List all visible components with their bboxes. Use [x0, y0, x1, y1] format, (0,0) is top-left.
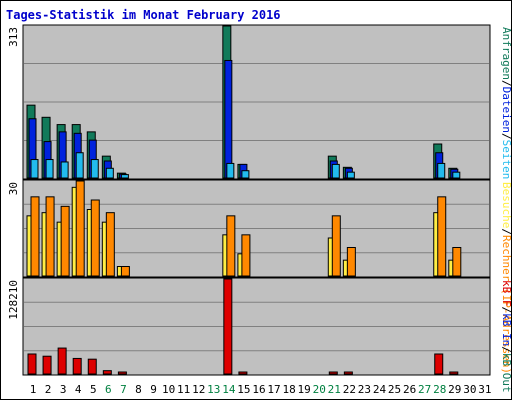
- rechner-bar-day-5: [90, 199, 100, 277]
- rechner-bar-day-28: [437, 196, 447, 277]
- top-legend-entry-0: Anfragen: [500, 27, 512, 80]
- seiten-bar-day-6: [105, 167, 114, 179]
- seiten-bar-day-5: [90, 159, 99, 179]
- rechner-bar-day-2: [45, 196, 55, 277]
- day-label-22: 22: [343, 383, 356, 396]
- seiten-bar-day-1: [30, 159, 39, 179]
- rechner-bar-day-21: [331, 215, 341, 277]
- rechner-bar-day-29: [452, 247, 462, 277]
- kb_f-bar-day-6: [102, 370, 112, 375]
- day-label-8: 8: [135, 383, 142, 396]
- middle-ymax-label: 30: [7, 182, 20, 195]
- day-label-7: 7: [120, 383, 127, 396]
- seiten-bar-day-28: [437, 162, 446, 179]
- middle-legend-entry-0: Besuche: [500, 182, 512, 228]
- day-label-14: 14: [222, 383, 236, 396]
- seiten-bar-day-2: [45, 159, 54, 179]
- day-label-21: 21: [328, 383, 341, 396]
- bottom-legend-entry-3: /: [500, 346, 512, 353]
- day-label-29: 29: [448, 383, 461, 396]
- day-label-18: 18: [282, 383, 295, 396]
- top-legend-entry-3: /: [500, 133, 512, 140]
- day-label-19: 19: [298, 383, 311, 396]
- day-label-27: 27: [418, 383, 431, 396]
- day-label-12: 12: [192, 383, 205, 396]
- middle-side-legend: Besuche/Rechner (IP-Adressen): [500, 182, 512, 374]
- kb_f-bar-day-22: [343, 371, 353, 375]
- dateien-bar-day-14: [224, 59, 233, 179]
- kb_f-bar-day-29: [449, 371, 459, 375]
- rechner-bar-day-3: [60, 205, 70, 277]
- day-label-30: 30: [463, 383, 476, 396]
- bottom-side-legend: kB F/kB In/kB Out: [500, 280, 512, 393]
- bottom-legend-entry-4: kB Out: [500, 353, 512, 393]
- day-label-15: 15: [237, 383, 250, 396]
- day-label-13: 13: [207, 383, 220, 396]
- day-label-17: 17: [267, 383, 280, 396]
- rechner-bar-day-7: [120, 266, 130, 277]
- bottom-ymax-label: 128210: [7, 280, 20, 320]
- day-label-3: 3: [60, 383, 67, 396]
- seiten-bar-day-29: [452, 171, 461, 179]
- kb_f-bar-day-3: [57, 347, 67, 375]
- day-label-11: 11: [177, 383, 190, 396]
- day-label-16: 16: [252, 383, 265, 396]
- kb_f-bar-day-1: [27, 353, 37, 375]
- seiten-bar-day-4: [75, 152, 84, 179]
- day-label-25: 25: [388, 383, 401, 396]
- bottom-legend-entry-2: kB In: [500, 313, 512, 346]
- top-ymax-label: 313: [7, 27, 20, 47]
- seiten-bar-day-7: [120, 174, 129, 179]
- day-label-5: 5: [90, 383, 97, 396]
- seiten-bar-day-15: [241, 170, 250, 179]
- kb_f-bar-day-15: [238, 371, 248, 375]
- day-label-4: 4: [75, 383, 82, 396]
- top-legend-entry-2: Dateien: [500, 87, 512, 133]
- day-label-26: 26: [403, 383, 416, 396]
- day-label-23: 23: [358, 383, 371, 396]
- kb_f-bar-day-5: [87, 358, 97, 375]
- top-side-legend: Anfragen/Dateien/Seiten: [500, 27, 512, 179]
- kb_f-bar-day-2: [42, 355, 52, 375]
- day-label-9: 9: [150, 383, 157, 396]
- day-label-2: 2: [45, 383, 52, 396]
- rechner-bar-day-14: [226, 215, 236, 277]
- top-legend-entry-4: Seiten: [500, 140, 512, 180]
- day-label-31: 31: [478, 383, 491, 396]
- kb_f-bar-day-28: [434, 353, 444, 375]
- rechner-bar-day-15: [241, 234, 251, 277]
- seiten-bar-day-3: [60, 161, 69, 179]
- day-label-24: 24: [373, 383, 387, 396]
- bottom-legend-entry-0: kB F: [500, 280, 512, 307]
- day-label-1: 1: [30, 383, 37, 396]
- middle-legend-entry-1: /: [500, 228, 512, 235]
- bottom-legend-entry-1: /: [500, 307, 512, 314]
- rechner-bar-day-4: [75, 180, 85, 277]
- chart-title: Tages-Statistik im Monat February 2016: [6, 8, 281, 22]
- seiten-bar-day-21: [331, 163, 340, 179]
- kb_f-bar-day-14: [223, 278, 233, 375]
- rechner-bar-day-6: [105, 212, 115, 277]
- middle-legend-entry-2: Rechner (IP-Adressen): [500, 235, 512, 374]
- seiten-bar-day-14: [226, 162, 235, 179]
- day-label-10: 10: [162, 383, 175, 396]
- kb_f-bar-day-21: [328, 371, 338, 375]
- day-label-28: 28: [433, 383, 446, 396]
- rechner-bar-day-22: [346, 247, 356, 277]
- rechner-bar-day-1: [30, 196, 40, 277]
- day-label-20: 20: [313, 383, 326, 396]
- top-legend-entry-1: /: [500, 80, 512, 87]
- day-label-6: 6: [105, 383, 112, 396]
- kb_f-bar-day-7: [117, 371, 127, 375]
- kb_f-bar-day-4: [72, 357, 82, 375]
- seiten-bar-day-22: [346, 171, 355, 179]
